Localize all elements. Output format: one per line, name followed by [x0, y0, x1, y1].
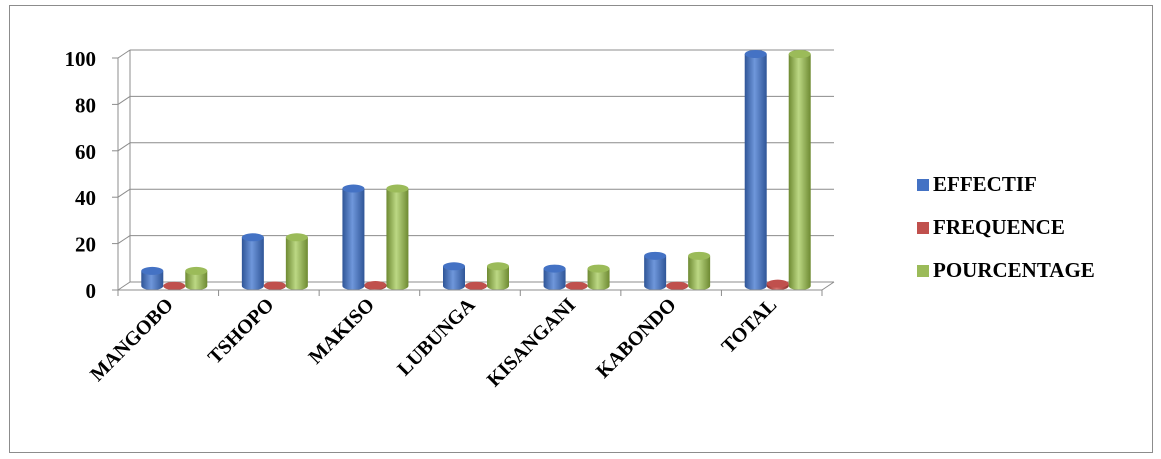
bar-frequence-total [766, 279, 789, 290]
bar-pourcentage-mangobo [185, 266, 208, 290]
legend-swatch [917, 222, 929, 234]
gridline-depth [117, 142, 131, 152]
axes: 0 20 40 60 80 100 MANGOBO TSHOPO MAKISO LUBUNGA KI… [65, 47, 835, 391]
bar-frequence-kisangani [565, 281, 588, 290]
bar-effectif-total [744, 50, 767, 290]
y-tick-label: 80 [75, 93, 96, 117]
y-tick-label: 60 [75, 140, 96, 164]
bar-pourcentage-kabondo [688, 251, 711, 290]
bar-frequence-kabondo [666, 281, 689, 290]
legend: EFFECTIF FREQUENCE POURCENTAGE [917, 172, 1095, 282]
bar-frequence-tshopo [263, 281, 286, 290]
x-category-label: MANGOBO [86, 294, 178, 386]
gridline-depth [117, 49, 131, 59]
bar-effectif-lubunga [443, 262, 465, 290]
legend-label: POURCENTAGE [933, 258, 1095, 282]
gridline-depth [117, 281, 131, 291]
x-category-label: TSHOPO [204, 294, 279, 369]
legend-label: EFFECTIF [933, 172, 1037, 196]
x-category-label: LUBUNGA [393, 294, 480, 381]
bar-pourcentage-lubunga [487, 262, 509, 290]
bar-frequence-makiso [364, 281, 387, 290]
gridlines [117, 49, 834, 291]
bar-effectif-makiso [342, 184, 365, 290]
bar-pourcentage-kisangani [587, 264, 610, 290]
bars [141, 50, 811, 290]
bar-pourcentage-total [788, 50, 811, 290]
bar-effectif-tshopo [241, 233, 264, 290]
legend-swatch [917, 179, 929, 191]
x-category-label: TOTAL [717, 294, 781, 358]
gridline-depth [117, 235, 131, 245]
gridline-depth [117, 95, 131, 105]
y-tick-label: 100 [65, 47, 97, 71]
legend-label: FREQUENCE [933, 215, 1065, 239]
y-tick-label: 20 [75, 233, 96, 257]
chart-frame [9, 5, 1153, 453]
bar-frequence-lubunga [465, 281, 487, 290]
bar-effectif-mangobo [141, 266, 164, 290]
x-category-label: MAKISO [304, 294, 378, 368]
bar-effectif-kabondo [644, 251, 667, 290]
bar-pourcentage-tshopo [285, 233, 308, 290]
legend-swatch [917, 265, 929, 277]
gridline-depth [117, 188, 131, 198]
y-tick-label: 40 [75, 186, 96, 210]
x-category-label: KISANGANI [483, 294, 580, 391]
bar-effectif-kisangani [543, 264, 566, 290]
y-tick-label: 0 [86, 279, 97, 303]
bar-pourcentage-makiso [386, 184, 409, 290]
x-category-label: KABONDO [592, 294, 681, 383]
floor-right-edge [821, 281, 835, 291]
bar-frequence-mangobo [163, 281, 186, 290]
